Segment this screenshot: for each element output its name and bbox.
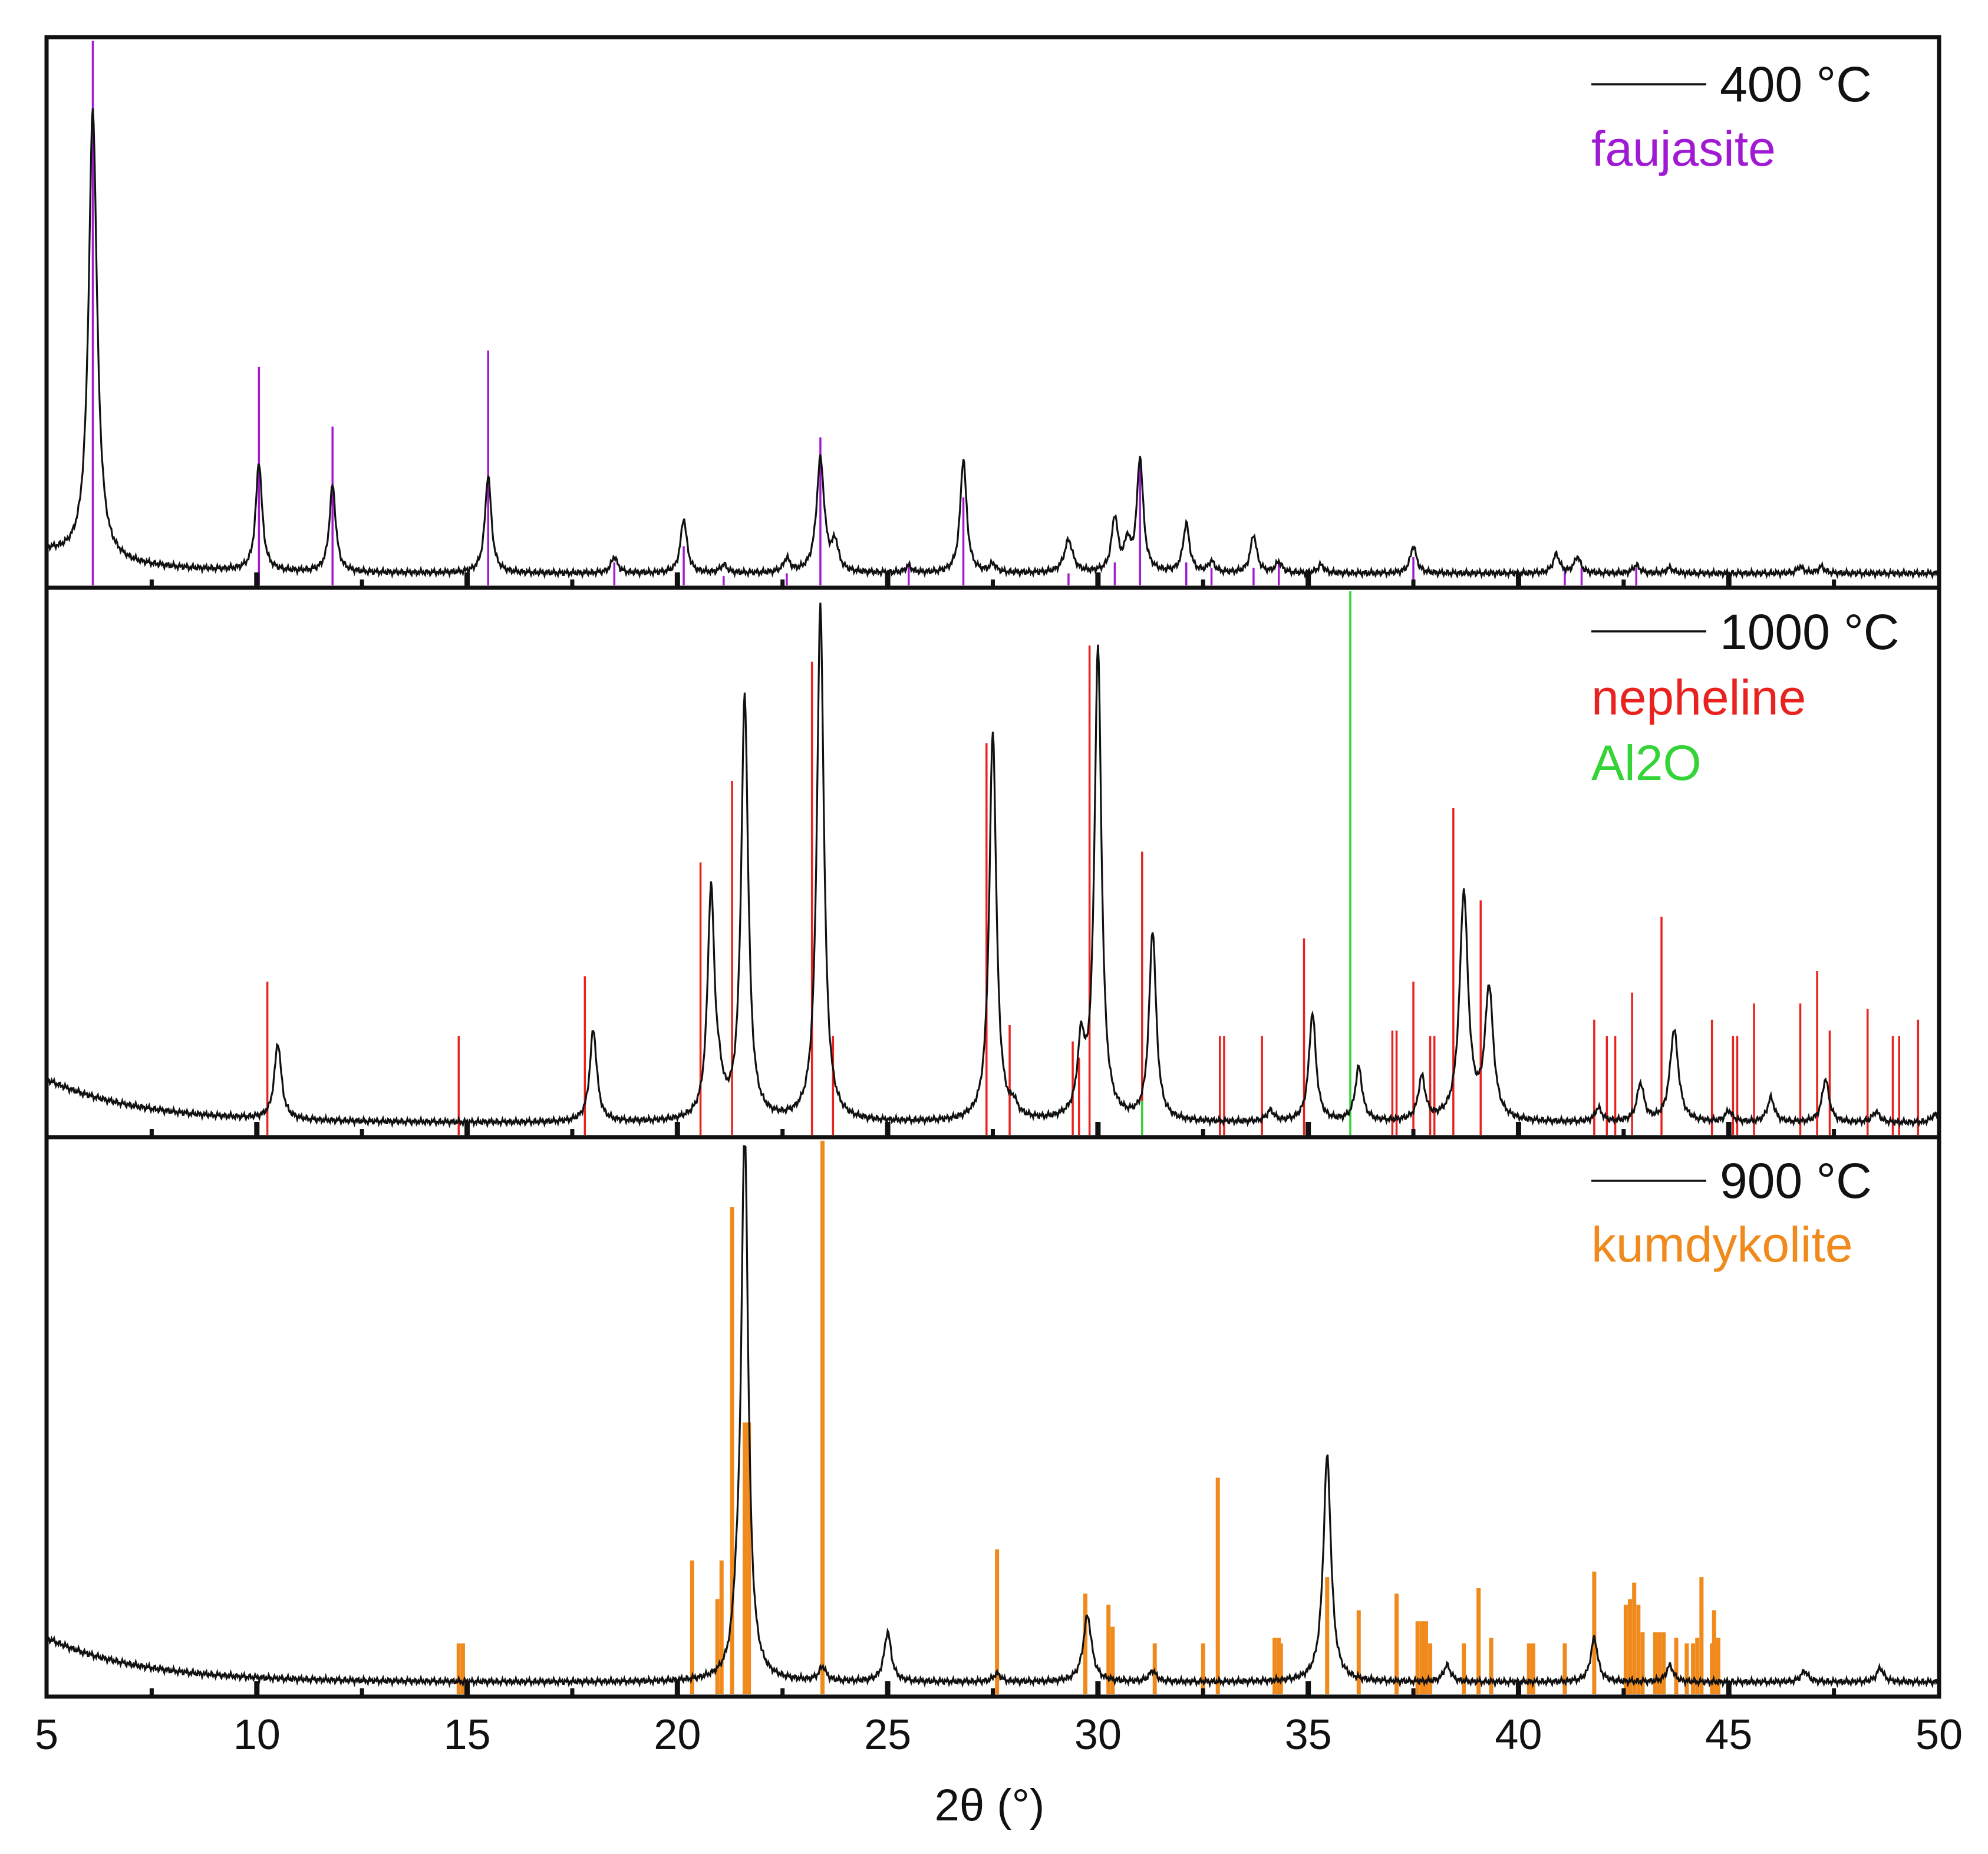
x-tick-label: 45 bbox=[1705, 1711, 1752, 1758]
pattern-400c-line bbox=[46, 108, 1938, 580]
legend-faujasite-label: faujasite bbox=[1591, 121, 1776, 176]
pattern-1000c-line bbox=[47, 602, 1938, 1129]
x-axis-tick-labels: 5 10 15 20 25 30 35 40 45 50 bbox=[35, 1711, 1963, 1758]
legend-400c: 400 °C faujasite bbox=[1591, 57, 1872, 176]
legend-900c-label: 900 °C bbox=[1720, 1153, 1872, 1208]
legend-900c: 900 °C kumdykolite bbox=[1591, 1153, 1872, 1272]
x-tick-label: 5 bbox=[35, 1711, 58, 1758]
nepheline-reference-lines bbox=[266, 646, 1920, 1135]
x-tick-label: 35 bbox=[1285, 1711, 1332, 1758]
panel-400c-ticks bbox=[149, 572, 1837, 588]
legend-kumdykolite-label: kumdykolite bbox=[1591, 1217, 1853, 1272]
x-tick-label: 25 bbox=[864, 1711, 911, 1758]
pattern-900c-line bbox=[47, 1145, 1938, 1689]
panel-900c bbox=[44, 1135, 1941, 1699]
panel-1000c-ticks bbox=[149, 1122, 1837, 1137]
panel-900c-frame bbox=[44, 1135, 1941, 1699]
x-tick-label: 50 bbox=[1916, 1711, 1963, 1758]
legend-al2o-label: Al2O bbox=[1591, 735, 1702, 791]
x-tick-label: 15 bbox=[444, 1711, 491, 1758]
legend-1000c-label: 1000 °C bbox=[1720, 604, 1899, 660]
faujasite-reference-lines bbox=[91, 41, 1637, 585]
legend-400c-label: 400 °C bbox=[1720, 57, 1872, 112]
x-tick-label: 20 bbox=[654, 1711, 701, 1758]
panel-1000c bbox=[44, 585, 1941, 1140]
x-tick-label: 40 bbox=[1495, 1711, 1542, 1758]
panel-900c-ticks bbox=[149, 1681, 1837, 1697]
legend-nepheline-label: nepheline bbox=[1591, 670, 1806, 725]
al2o-reference-lines bbox=[1141, 591, 1351, 1135]
legend-1000c: 1000 °C nepheline Al2O bbox=[1591, 604, 1899, 791]
x-tick-label: 10 bbox=[233, 1711, 281, 1758]
x-axis-title: 2θ (°) bbox=[935, 1780, 1045, 1830]
x-tick-label: 30 bbox=[1074, 1711, 1122, 1758]
